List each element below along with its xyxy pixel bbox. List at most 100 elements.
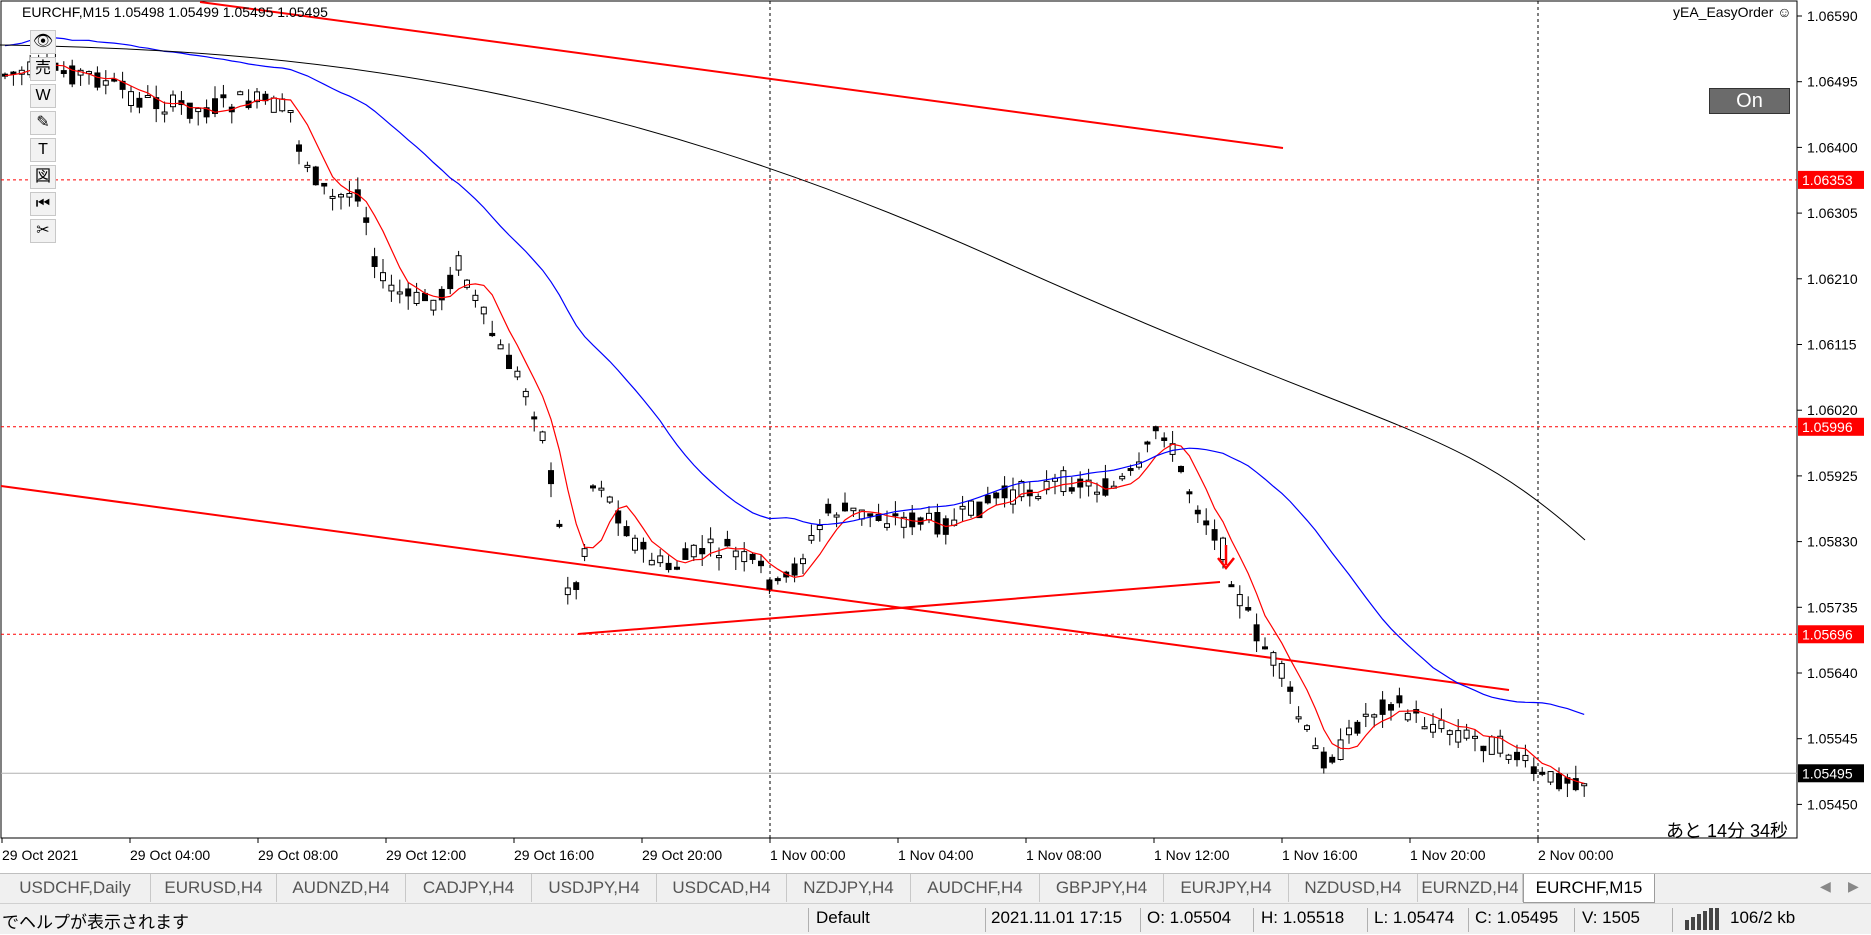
candle-body (338, 194, 344, 198)
status-divider (1574, 908, 1575, 932)
candle-body (749, 553, 756, 560)
candle-body (380, 272, 386, 282)
candle-body (1085, 479, 1092, 487)
candle-body (1144, 441, 1151, 445)
candle-body (304, 164, 311, 168)
candle-body (892, 513, 899, 517)
candle-body (1388, 704, 1394, 711)
candle-body (464, 279, 470, 288)
candle-body (69, 65, 76, 85)
chart-area[interactable]: 1.06590 1.06495 1.06400 1.06305 1.06210 1.061… (0, 0, 1871, 873)
mid-moving-average (4, 36, 1585, 715)
rewind-icon[interactable]: ⏮ (30, 192, 56, 216)
status-help-text: でヘルプが表示されます (2, 913, 189, 932)
ea-name-label: yEA_EasyOrder ☺ (1673, 4, 1792, 20)
candle-body (1001, 485, 1008, 499)
candle-body (237, 91, 244, 96)
price-chart[interactable]: 1.06590 1.06495 1.06400 1.06305 1.06210 1.061… (0, 0, 1871, 873)
tab-nzdjpy-h4[interactable]: NZDJPY,H4 (787, 874, 911, 902)
tab-eurjpy-h4[interactable]: EURJPY,H4 (1164, 874, 1289, 902)
candle-body (1438, 719, 1445, 730)
price-axis-label: 1.06210 (1807, 271, 1858, 287)
price-level-label: 1.05696 (1802, 626, 1853, 642)
candle-body (791, 563, 798, 576)
status-high: H: 1.05518 (1261, 908, 1345, 927)
tab-audchf-h4[interactable]: AUDCHF,H4 (911, 874, 1040, 902)
figure-icon[interactable]: 図 (30, 165, 56, 189)
time-axis-label: 29 Oct 20:00 (642, 847, 722, 863)
status-open: O: 1.05504 (1147, 908, 1232, 927)
candle-body (371, 256, 378, 267)
candle-body (1581, 783, 1588, 787)
candle-body (1211, 529, 1218, 541)
candle-body (1446, 730, 1453, 735)
price-axis-label: 1.05925 (1807, 468, 1858, 484)
tab-gbpjpy-h4[interactable]: GBPJPY,H4 (1040, 874, 1164, 902)
candle-body (1530, 766, 1537, 774)
tab-usdcad-h4[interactable]: USDCAD,H4 (657, 874, 787, 902)
candle-body (884, 523, 890, 528)
candle-body (800, 558, 806, 565)
status-divider (1672, 908, 1673, 932)
eye-icon[interactable]: 👁 (30, 30, 56, 54)
status-low: L: 1.05474 (1374, 908, 1455, 927)
tab-prev-icon[interactable]: ◀ (1820, 878, 1831, 894)
tab-audnzd-h4[interactable]: AUDNZD,H4 (277, 874, 406, 902)
time-axis-label: 29 Oct 16:00 (514, 847, 594, 863)
candle-body (758, 560, 764, 567)
candle-body (1178, 465, 1184, 473)
on-button[interactable]: On (1709, 88, 1790, 114)
time-axis-label: 1 Nov 08:00 (1026, 847, 1102, 863)
tab-eurchf-m15[interactable]: EURCHF,M15 (1523, 874, 1655, 903)
candle-body (447, 274, 454, 290)
candle-body (1077, 478, 1084, 488)
candle-body (497, 344, 504, 350)
price-axis-label: 1.06590 (1807, 8, 1858, 24)
candle-body (102, 80, 109, 86)
candle-body (455, 255, 462, 271)
candle-body (254, 91, 260, 103)
candle-body (153, 97, 160, 110)
tab-usdjpy-h4[interactable]: USDJPY,H4 (532, 874, 657, 902)
candle-body (842, 502, 848, 512)
tab-eurusd-h4[interactable]: EURUSD,H4 (151, 874, 277, 902)
candle-body (1430, 723, 1436, 733)
candle-body (1127, 468, 1134, 472)
tab-next-icon[interactable]: ▶ (1848, 878, 1859, 894)
tab-eurnzd-h4[interactable]: EURNZD,H4 (1418, 874, 1523, 902)
price-axis-label: 1.06495 (1807, 74, 1858, 90)
status-volume: V: 1505 (1582, 908, 1640, 927)
candle-body (144, 95, 151, 99)
tab-cadjpy-h4[interactable]: CADJPY,H4 (406, 874, 532, 902)
tab-nzdusd-h4[interactable]: NZDUSD,H4 (1289, 874, 1418, 902)
candle-body (1262, 646, 1268, 650)
price-level-marker (1798, 417, 1864, 436)
price-axis-label: 1.05545 (1807, 731, 1858, 747)
candle-body (531, 416, 538, 420)
scissors-icon[interactable]: ✂ (30, 219, 56, 243)
candle-body (1497, 735, 1504, 754)
pencil-icon[interactable]: ✎ (30, 111, 56, 135)
text-icon[interactable]: T (30, 138, 56, 162)
w-icon[interactable]: W (30, 84, 56, 108)
time-axis-label: 29 Oct 04:00 (130, 847, 210, 863)
candle-body (632, 537, 638, 551)
candle-body (590, 485, 596, 489)
candle-body (1371, 714, 1378, 718)
tab-usdchf-daily[interactable]: USDCHF,Daily (0, 874, 151, 902)
time-axis-label: 29 Oct 2021 (2, 847, 78, 863)
candle-body (1346, 727, 1352, 736)
price-level-label: 1.05996 (1802, 419, 1853, 435)
status-divider (985, 908, 986, 932)
candle-body (1472, 735, 1478, 739)
candle-body (1278, 663, 1285, 679)
sell-icon[interactable]: 売 (30, 57, 56, 81)
candle-body (674, 566, 680, 570)
trend-line (0, 485, 1510, 691)
candle-body (690, 544, 697, 558)
candle-body (926, 512, 932, 521)
candle-body (1396, 695, 1403, 704)
candle-body (161, 111, 168, 115)
candle-body (598, 487, 605, 491)
candle-body (1320, 751, 1327, 769)
